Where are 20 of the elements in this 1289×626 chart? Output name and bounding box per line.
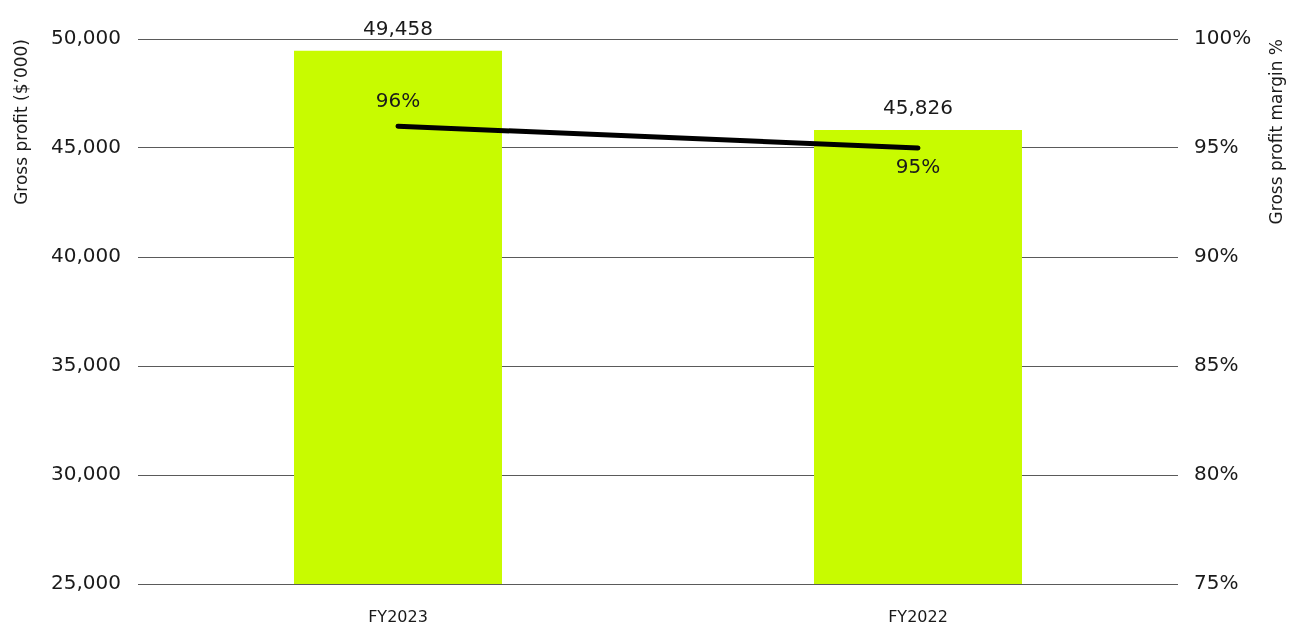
y2-axis-title: Gross profit margin % (1266, 39, 1287, 225)
y2-tick-label: 90% (1194, 243, 1239, 268)
y2-tick-label: 80% (1194, 461, 1239, 486)
y-axis-title: Gross profit ($’000) (10, 39, 31, 205)
x-tick-label: FY2022 (888, 606, 948, 626)
y-tick-label: 25,000 (51, 570, 121, 595)
x-tick-label: FY2023 (368, 606, 428, 626)
y-tick-label: 50,000 (51, 25, 121, 50)
y2-tick-label: 75% (1194, 570, 1239, 595)
data-label: 45,826 (883, 94, 953, 119)
y-tick-label: 40,000 (51, 243, 121, 268)
data-label: 95% (895, 154, 941, 179)
y2-tick-label: 100% (1194, 25, 1252, 50)
y-tick-label: 30,000 (51, 461, 121, 486)
data-label: 96% (375, 88, 421, 113)
y2-tick-label: 95% (1194, 134, 1239, 159)
y2-tick-label: 85% (1194, 352, 1239, 377)
data-label: 49,458 (363, 15, 433, 40)
y-tick-label: 45,000 (51, 134, 121, 159)
y-tick-label: 35,000 (51, 352, 121, 377)
